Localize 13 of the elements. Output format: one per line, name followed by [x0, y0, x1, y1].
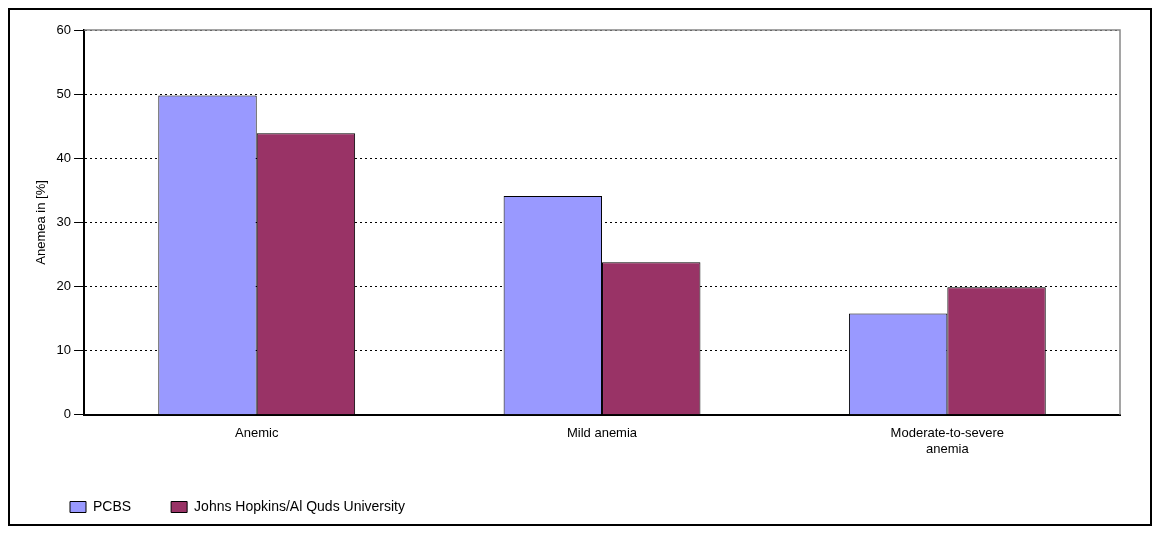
x-tick-label: Moderate-to-severe anemia	[890, 425, 1005, 456]
x-tick-label: Anemic	[235, 425, 279, 441]
legend-label: Johns Hopkins/Al Quds University	[194, 497, 405, 514]
y-tick-label: 40	[56, 149, 72, 165]
y-tick-label: 10	[56, 342, 72, 358]
y-tick-label: 50	[56, 85, 72, 101]
y-tick-label: 60	[56, 21, 72, 37]
x-tick-label: Mild anemia	[566, 425, 638, 441]
y-tick-label: 30	[56, 213, 72, 229]
y-tick-label: 0	[63, 406, 72, 422]
legend-label: PCBS	[93, 497, 132, 514]
y-axis-title: Anemea in [%]	[33, 180, 49, 265]
y-tick-label: 20	[56, 278, 72, 294]
